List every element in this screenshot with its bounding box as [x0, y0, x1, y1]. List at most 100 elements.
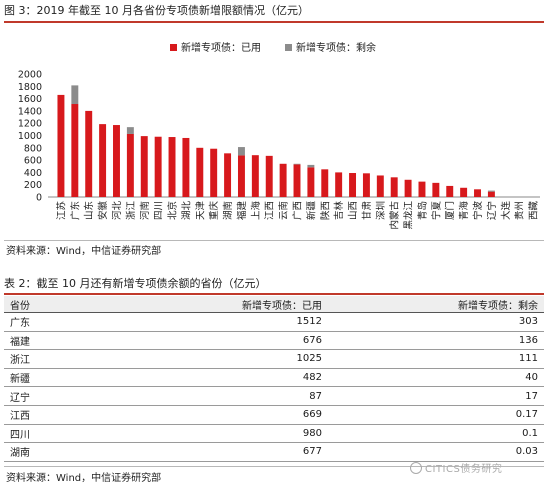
x-tick-label: 北京 — [167, 201, 179, 220]
header-used: 新增专项债：已用 — [116, 296, 328, 313]
x-tick-label: 甘肃 — [361, 201, 373, 220]
table-row: 湖南 677 0.03 — [4, 442, 544, 462]
bar-used — [418, 181, 426, 197]
cell-used: 669 — [116, 405, 328, 425]
bar-remaining — [293, 163, 301, 165]
table-source: 资料来源：Wind，中信证券研究部 — [6, 473, 162, 484]
bar-used — [362, 173, 370, 197]
x-tick-label: 河南 — [139, 201, 151, 220]
y-tick-label: 2000 — [18, 70, 42, 81]
x-tick-label: 新疆 — [305, 201, 317, 221]
bar-used — [126, 133, 134, 197]
bar-used — [376, 175, 384, 197]
bar-used — [57, 94, 65, 197]
header-province: 省份 — [4, 296, 116, 313]
bar-used — [210, 148, 218, 197]
bar-used — [154, 136, 162, 197]
bar-used — [487, 191, 495, 197]
table-bottom-rule — [4, 466, 544, 467]
cell-used: 87 — [116, 386, 328, 406]
cell-used: 676 — [116, 331, 328, 351]
x-tick-label: 上海 — [250, 201, 262, 221]
bar-used — [113, 125, 120, 197]
x-tick-label: 陕西 — [319, 201, 331, 220]
y-tick-label: 1600 — [18, 94, 42, 105]
y-tick-label: 1200 — [18, 119, 42, 130]
y-tick-label: 400 — [24, 168, 42, 179]
x-tick-label: 青岛 — [416, 201, 428, 220]
bar-used — [140, 136, 148, 197]
bar-used — [321, 169, 329, 197]
bar-used — [168, 137, 176, 197]
legend-swatch — [285, 44, 292, 51]
table-row: 福建 676 136 — [4, 331, 544, 351]
x-tick-label: 河北 — [111, 201, 123, 221]
bar-used — [474, 189, 481, 197]
legend-label: 新增专项债：剩余 — [296, 41, 376, 54]
x-tick-label: 安徽 — [97, 201, 109, 221]
chart-legend: 新增专项债：已用 新增专项债：剩余 — [170, 41, 376, 54]
bar-remaining — [487, 190, 495, 192]
figure-bottom-rule — [4, 240, 544, 241]
bar-used — [390, 177, 398, 197]
bar-remaining — [237, 147, 245, 156]
x-tick-label: 江西 — [265, 201, 276, 220]
x-tick-label: 广西 — [292, 201, 304, 220]
table-title: 表 2：截至 10 月还有新增专项债余额的省份（亿元） — [4, 277, 267, 290]
bar-used — [99, 124, 107, 197]
figure-source: 资料来源：Wind，中信证券研究部 — [6, 246, 162, 257]
x-tick-label: 四川 — [154, 201, 165, 220]
header-remaining: 新增专项债：剩余 — [328, 296, 544, 313]
cell-province: 广东 — [4, 312, 116, 332]
watermark: CITICS债务研究 — [410, 460, 502, 475]
cell-province: 四川 — [4, 424, 116, 444]
bar-used — [349, 173, 357, 197]
cell-used: 1025 — [116, 349, 328, 369]
bar-used — [182, 137, 190, 197]
cell-remaining: 303 — [328, 312, 544, 332]
y-tick-label: 600 — [24, 156, 42, 167]
legend-swatch — [170, 44, 177, 51]
x-tick-label: 浙江 — [125, 201, 137, 221]
table-header-row: 省份 新增专项债：已用 新增专项债：剩余 — [4, 296, 544, 313]
x-tick-label: 辽宁 — [486, 201, 498, 220]
bar-remaining — [71, 85, 79, 105]
bar-used — [251, 155, 259, 197]
x-tick-label: 湖南 — [222, 201, 234, 220]
x-tick-label: 贵州 — [514, 201, 526, 220]
x-tick-label: 内蒙古 — [389, 201, 401, 230]
cell-province: 辽宁 — [4, 386, 116, 406]
bar-used — [432, 182, 440, 197]
x-tick-label: 大连 — [500, 201, 512, 221]
y-tick-label: 200 — [24, 180, 42, 191]
wechat-icon — [410, 462, 422, 474]
x-tick-label: 厦门 — [444, 201, 456, 220]
cell-province: 新疆 — [4, 368, 116, 388]
x-tick-label: 山西 — [348, 201, 359, 220]
cell-remaining: 0.17 — [328, 405, 544, 425]
y-tick-label: 1800 — [18, 82, 42, 93]
bar-used — [446, 185, 454, 197]
cell-used: 1512 — [116, 312, 328, 332]
bar-used — [460, 187, 468, 197]
bar-used — [237, 155, 245, 197]
table-row: 新疆 482 40 — [4, 368, 544, 388]
x-tick-label: 深圳 — [376, 201, 387, 220]
table-row: 浙江 1025 111 — [4, 349, 544, 369]
x-tick-label: 西藏 — [528, 201, 540, 221]
cell-remaining: 40 — [328, 368, 544, 388]
bar-remaining — [307, 164, 315, 168]
y-tick-label: 0 — [36, 193, 42, 204]
bar-used — [224, 153, 232, 197]
balance-table: 省份 新增专项债：已用 新增专项债：剩余 广东 1512 303 福建 676 136 … — [4, 296, 544, 462]
bar-used — [85, 110, 93, 197]
bar-used — [279, 163, 287, 197]
bar-used — [196, 147, 204, 197]
y-tick-label: 800 — [24, 143, 42, 154]
cell-used: 677 — [116, 442, 328, 462]
y-tick-label: 1400 — [18, 106, 42, 117]
x-tick-label: 山东 — [83, 201, 95, 220]
x-tick-label: 福建 — [236, 201, 248, 221]
cell-remaining: 17 — [328, 386, 544, 406]
